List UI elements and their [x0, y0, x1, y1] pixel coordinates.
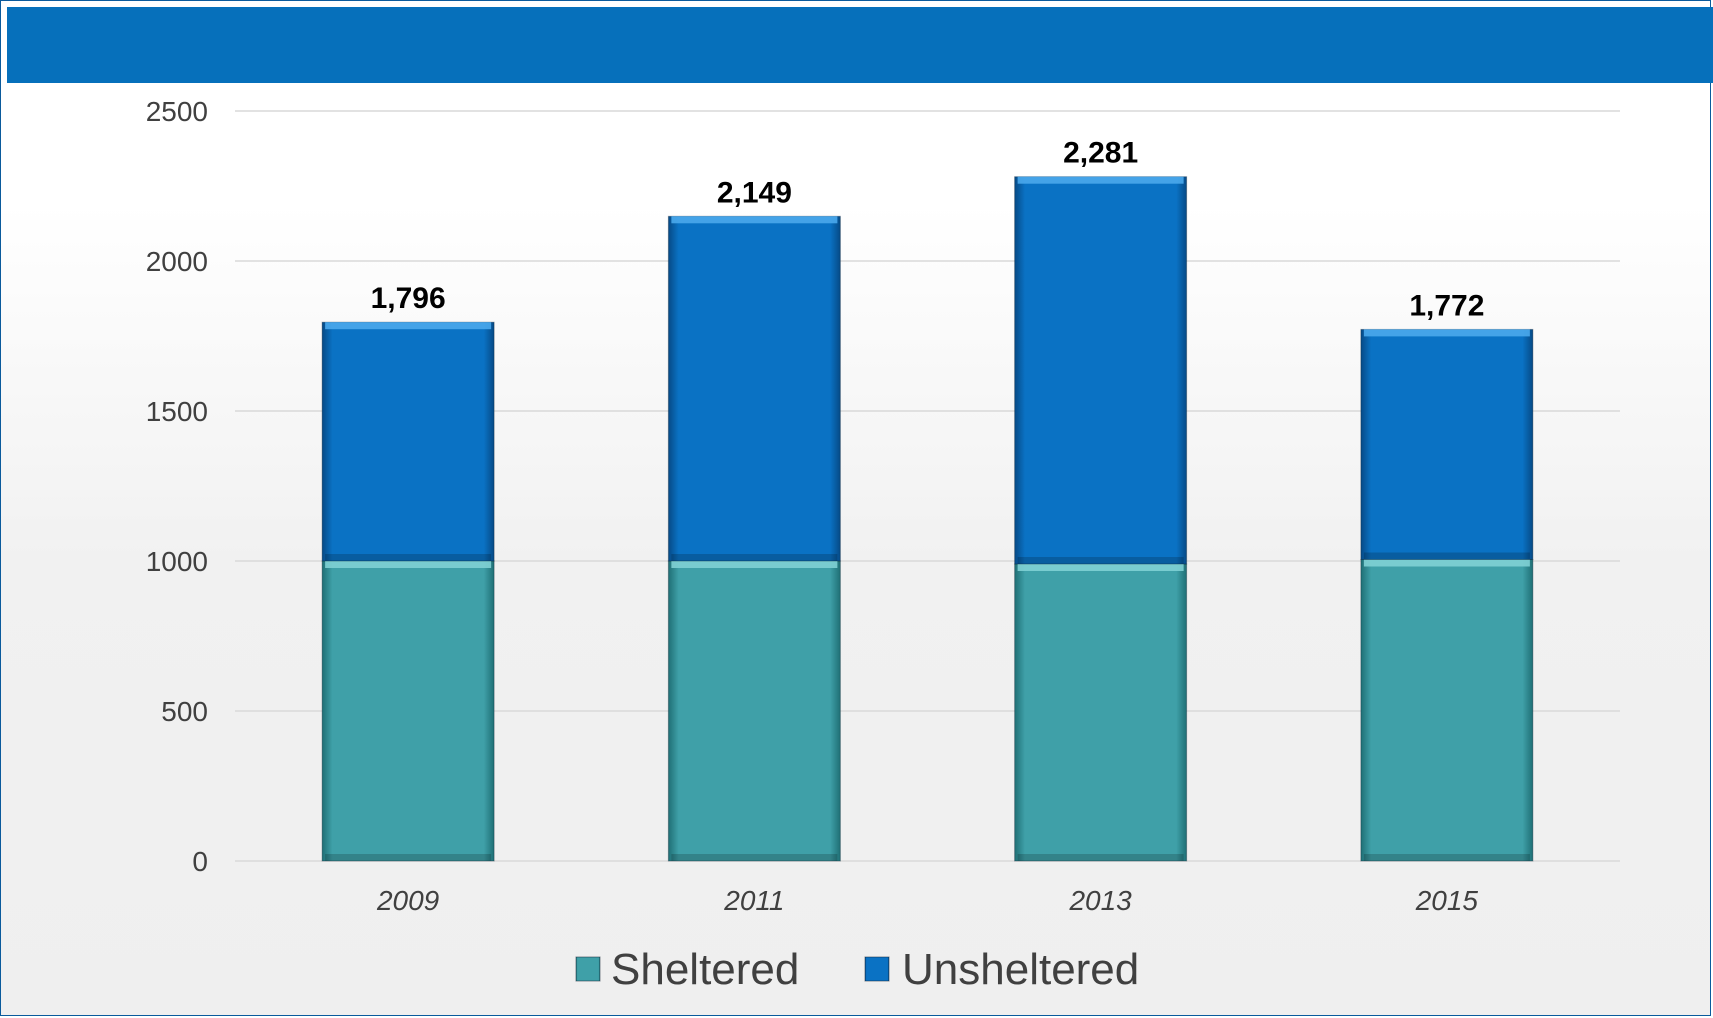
x-category-label: 2015: [1415, 885, 1479, 916]
unsheltered-bar-segment: [1014, 176, 1188, 565]
total-data-label: 2,149: [717, 176, 792, 209]
sheltered-bar-segment: [667, 560, 841, 862]
y-tick-label: 0: [192, 846, 208, 877]
sheltered-bar-segment-bevel-bottom: [671, 854, 838, 861]
unsheltered-bar-segment: [321, 321, 495, 562]
legend-item: Unsheltered: [864, 945, 1139, 994]
unsheltered-bar-segment: [667, 215, 841, 562]
legend-swatch: [575, 956, 601, 982]
legend: Sheltered Unsheltered: [575, 945, 1139, 994]
total-data-label: 1,796: [371, 282, 446, 315]
sheltered-bar-segment-bevel-top: [671, 561, 838, 568]
sheltered-bar-segment-bevel-bottom: [325, 854, 492, 861]
sheltered-bar-segment-bevel-bottom: [1017, 854, 1184, 861]
y-tick-label: 2500: [146, 96, 208, 127]
x-category-label: 2013: [1068, 885, 1132, 916]
x-category-label: 2011: [723, 885, 784, 916]
y-tick-label: 1500: [146, 396, 208, 427]
legend-item: Sheltered: [575, 945, 799, 994]
sheltered-bar-segment-bevel-top: [1363, 559, 1530, 567]
legend-label: Sheltered: [611, 945, 799, 994]
unsheltered-bar-segment-bevel-top: [1363, 329, 1530, 337]
x-axis-categories: 2009 2011 2013 2015: [376, 885, 1478, 916]
unsheltered-bar-segment-bevel-top: [671, 216, 838, 224]
sheltered-bar-segment: [1014, 563, 1188, 862]
y-axis-ticks: 0 500 1000 1500 2000 2500: [146, 96, 208, 877]
unsheltered-bar-segment-bevel-top: [325, 322, 492, 330]
total-data-label: 1,772: [1409, 289, 1484, 322]
legend-label: Unsheltered: [902, 945, 1139, 994]
x-category-label: 2009: [376, 885, 439, 916]
unsheltered-bar-segment-bevel-bottom: [671, 554, 838, 561]
y-tick-label: 1000: [146, 546, 208, 577]
unsheltered-bar-segment-bevel-bottom: [1017, 557, 1184, 564]
sheltered-bar-segment-bevel-top: [325, 561, 492, 568]
unsheltered-bar-segment-bevel-top: [1017, 176, 1184, 184]
data-labels: 1,796 2,149 2,281 1,772: [371, 137, 1485, 323]
unsheltered-bar-segment: [1360, 328, 1534, 560]
sheltered-bar-segment-bevel-top: [1017, 564, 1184, 571]
y-tick-label: 500: [161, 696, 208, 727]
y-tick-label: 2000: [146, 246, 208, 277]
total-data-label: 2,281: [1063, 137, 1138, 170]
legend-swatch: [864, 956, 890, 982]
unsheltered-bar-segment-bevel-bottom: [1363, 552, 1530, 560]
bars: [321, 176, 1534, 862]
header-band: [7, 7, 1713, 83]
sheltered-bar-segment: [321, 560, 495, 862]
sheltered-bar-segment: [1360, 559, 1534, 862]
unsheltered-bar-segment-bevel-bottom: [325, 554, 492, 561]
sheltered-bar-segment-bevel-bottom: [1363, 854, 1530, 861]
